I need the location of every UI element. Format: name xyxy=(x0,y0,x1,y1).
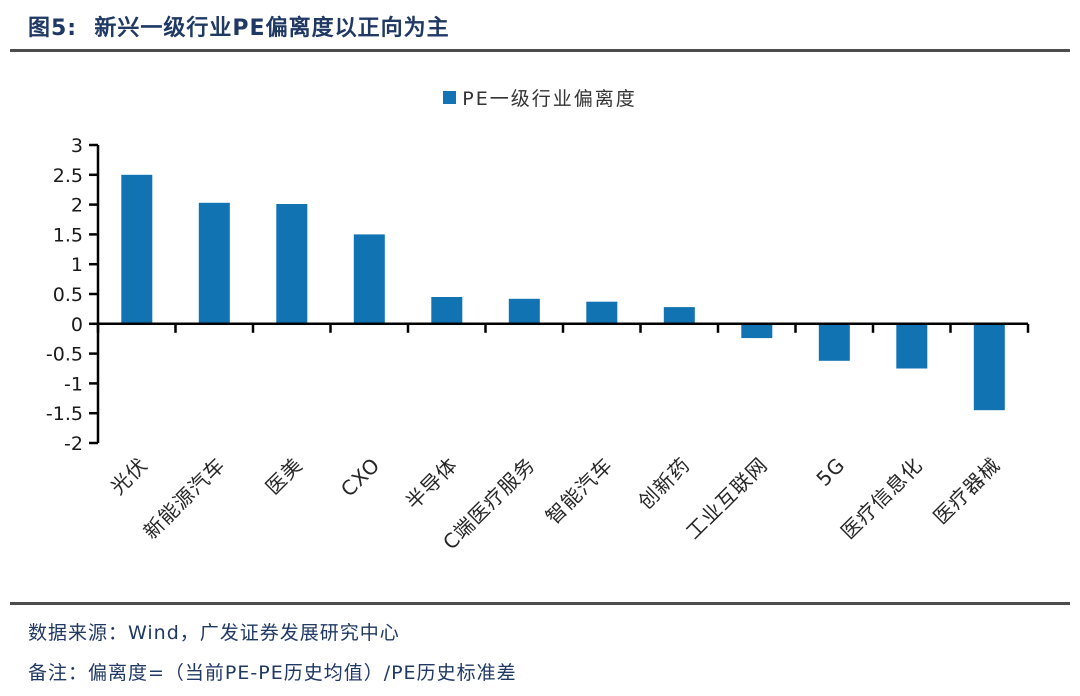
x-category-label-7: 创新药 xyxy=(633,453,695,515)
bar-6 xyxy=(586,301,618,324)
y-tick-label: -0.5 xyxy=(46,344,83,366)
x-category-label-6: 智能汽车 xyxy=(541,453,617,529)
bar-9 xyxy=(818,323,850,361)
bar-7 xyxy=(663,307,695,324)
bar-10 xyxy=(896,323,928,369)
x-category-label-3: CXO xyxy=(336,453,385,502)
y-tick-label: -2 xyxy=(64,433,83,455)
figure-title: 图5: 新兴一级行业PE偏离度以正向为主 xyxy=(28,16,450,41)
bar-3 xyxy=(353,234,385,324)
bar-4 xyxy=(431,297,463,324)
pe-deviation-bar-chart: PE一级行业偏离度 3 2.5 2 1.5 1 0.5 0 -0.5 -1 -1.5 -2 光伏 新能源… xyxy=(0,60,1080,590)
data-source: 数据来源：Wind，广发证券发展研究中心 xyxy=(28,622,400,644)
bar-11 xyxy=(973,323,1005,411)
y-tick-label: 1 xyxy=(71,254,83,276)
x-category-label-2: 医美 xyxy=(261,453,308,500)
bar-1 xyxy=(198,202,230,324)
y-tick-label: 1.5 xyxy=(53,224,83,246)
x-category-label-1: 新能源汽车 xyxy=(139,453,230,544)
x-category-label-4: 半导体 xyxy=(401,453,463,515)
y-tick-label: -1 xyxy=(64,373,83,395)
x-category-label-0: 光伏 xyxy=(106,453,153,500)
y-tick-label: 3 xyxy=(71,135,83,157)
legend-label: PE一级行业偏离度 xyxy=(462,88,637,110)
y-tick-label: 2 xyxy=(71,195,83,217)
footnote: 备注：偏离度=（当前PE-PE历史均值）/PE历史标准差 xyxy=(28,662,517,684)
x-category-label-9: 5G xyxy=(811,453,849,491)
title-divider xyxy=(10,49,1070,52)
legend-swatch-icon xyxy=(443,91,457,104)
footer-divider xyxy=(10,602,1070,605)
y-tick-label: 0.5 xyxy=(53,284,83,306)
x-category-label-8: 工业互联网 xyxy=(681,453,772,544)
x-category-label-10: 医疗信息化 xyxy=(836,453,927,544)
chart-legend: PE一级行业偏离度 xyxy=(0,84,1080,111)
y-tick-label: 2.5 xyxy=(53,165,83,187)
y-tick-label: 0 xyxy=(71,314,83,336)
x-category-label-11: 医疗器械 xyxy=(928,453,1004,529)
bar-5 xyxy=(508,298,540,324)
bar-8 xyxy=(741,323,773,339)
bar-2 xyxy=(276,204,308,324)
bar-0 xyxy=(121,174,153,324)
y-tick-label: -1.5 xyxy=(46,403,83,425)
